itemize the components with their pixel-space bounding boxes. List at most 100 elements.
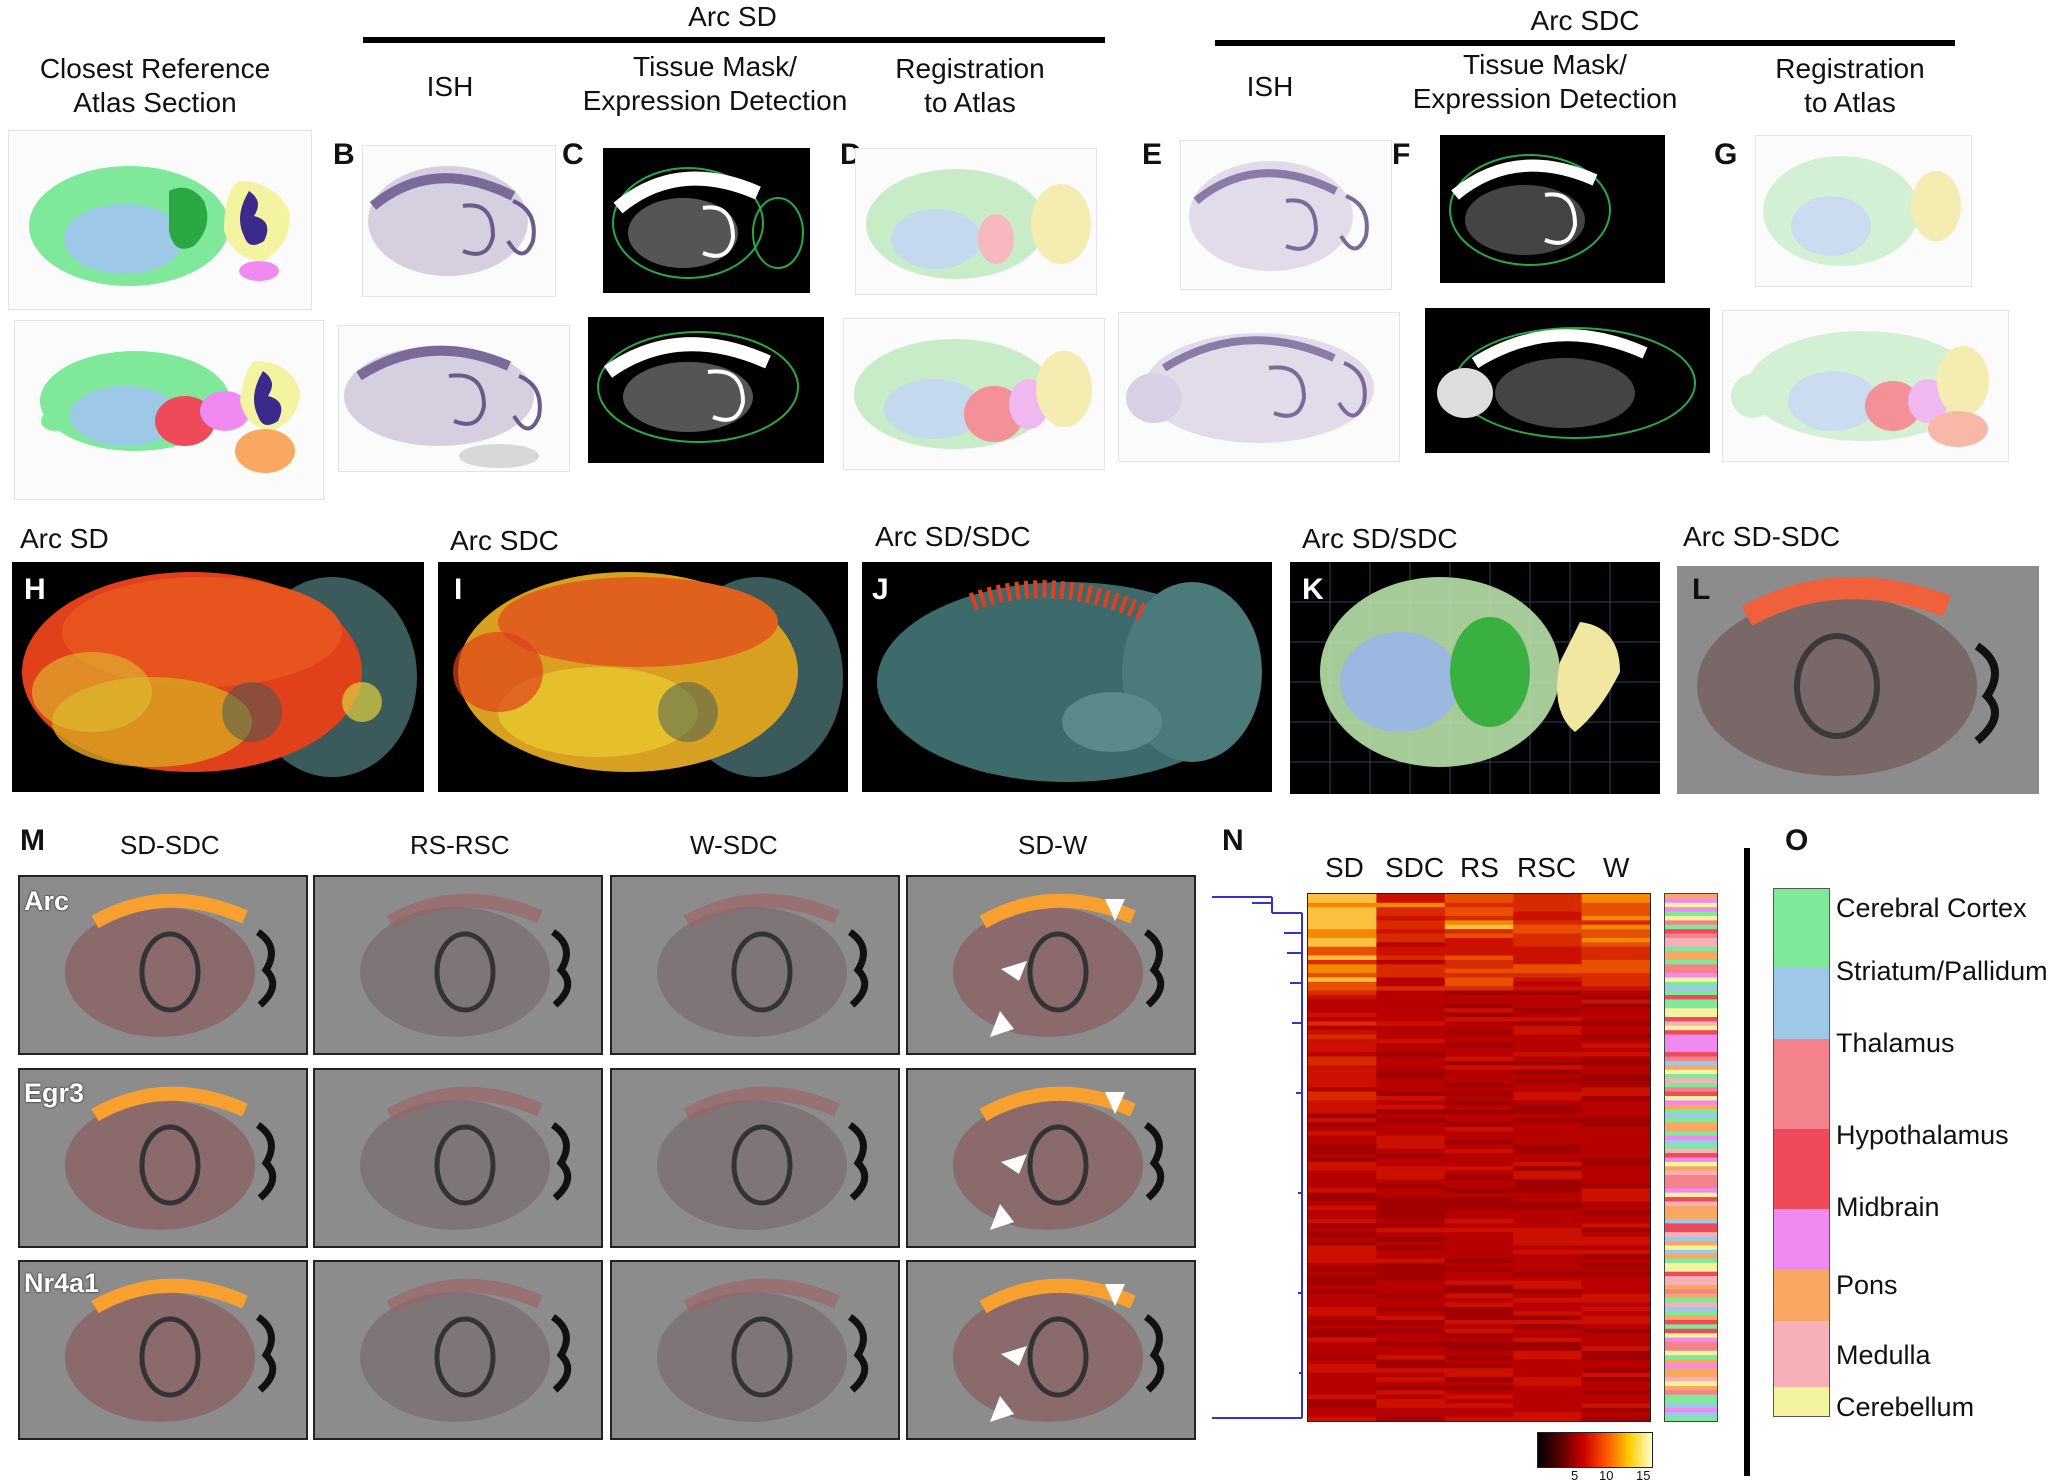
heatmap-cell	[1581, 1016, 1650, 1022]
heatmap-cell	[1513, 1280, 1583, 1286]
heatmap-cell	[1513, 1096, 1583, 1101]
m-column-sd-w: SD-W	[1018, 830, 1088, 860]
heatmap-cell	[1444, 1025, 1514, 1031]
region-strip-cell	[1665, 1205, 1717, 1211]
heatmap-cell	[1581, 1240, 1650, 1246]
heatmap-cell	[1581, 1043, 1650, 1049]
heatmap-cell	[1513, 1157, 1583, 1163]
region-strip-cell	[1665, 1267, 1717, 1273]
region-strip-cell	[1665, 1341, 1717, 1347]
heatmap-cell	[1444, 1139, 1514, 1145]
heatmap-cell	[1308, 1337, 1377, 1343]
heatmap-cell	[1376, 1385, 1446, 1391]
heatmap-cell	[1444, 1038, 1514, 1044]
region-strip-cell	[1665, 1328, 1717, 1334]
region-strip-cell	[1665, 1038, 1717, 1044]
heatmap-cell	[1376, 1003, 1446, 1009]
region-legend-label: Medulla	[1836, 1340, 1931, 1370]
region-strip-cell	[1665, 999, 1717, 1005]
panel-j-3d-brain	[862, 562, 1272, 792]
heatmap-cell	[1308, 1324, 1377, 1330]
region-strip-cell	[1665, 1025, 1717, 1031]
heatmap-cell	[1513, 933, 1583, 939]
region-strip-cell	[1665, 1148, 1717, 1154]
region-strip-cell	[1665, 1030, 1717, 1036]
heatmap-cell	[1444, 1412, 1514, 1418]
heatmap-cell	[1376, 1012, 1446, 1018]
heatmap-cell	[1376, 977, 1446, 983]
heatmap-cell	[1376, 1232, 1446, 1238]
heatmap-cell	[1376, 1205, 1446, 1211]
heatmap-cell	[1308, 1144, 1377, 1150]
heatmap-cell	[1308, 1302, 1377, 1308]
heatmap-cell	[1581, 1078, 1650, 1084]
heatmap-cell	[1444, 1289, 1514, 1295]
heatmap-cell	[1376, 1161, 1446, 1167]
region-strip-cell	[1665, 1056, 1717, 1062]
heatmap-cell	[1581, 973, 1650, 978]
heatmap-cell	[1376, 1122, 1446, 1128]
region-strip-cell	[1665, 1117, 1717, 1123]
heatmap-cell	[1444, 1394, 1514, 1400]
difference-brain-image	[657, 1086, 869, 1230]
heatmap-cell	[1444, 1227, 1514, 1233]
3d-expression-brain-image	[22, 572, 417, 777]
heatmap-cell	[1444, 1368, 1514, 1374]
heatmap-cell	[1308, 1166, 1377, 1172]
region-color-strip	[1664, 893, 1718, 1422]
heatmap-cell	[1308, 981, 1377, 987]
heatmap-cell	[1444, 1298, 1514, 1303]
heatmap-cell	[1581, 1337, 1650, 1343]
ish-sdc-bottom	[1118, 312, 1400, 462]
region-legend-label: Cerebral Cortex	[1836, 893, 2027, 923]
region-legend-swatch	[1774, 1039, 1829, 1129]
heatmap-cell	[1513, 1407, 1583, 1413]
heatmap-cell	[1376, 1271, 1446, 1277]
heatmap-cell	[1444, 1052, 1514, 1057]
heatmap-cell	[1444, 1319, 1514, 1325]
heatmap-cell	[1308, 1113, 1377, 1119]
heatmap-cell	[1444, 1407, 1514, 1413]
heatmap-cell	[1444, 1069, 1514, 1075]
difference-brain-image	[953, 893, 1165, 1037]
n-column-rsc: RSC	[1517, 852, 1577, 883]
heatmap-cell	[1376, 1412, 1446, 1418]
heatmap-cell	[1444, 1003, 1514, 1009]
heatmap-cell	[1308, 1315, 1377, 1321]
heatmap-cell	[1308, 1126, 1377, 1132]
region-strip-cell	[1665, 1372, 1717, 1378]
heatmap-cell	[1308, 1390, 1377, 1396]
heatmap-cell	[1376, 1030, 1446, 1036]
closest-reference-line1: Closest Reference	[39, 53, 271, 84]
3d-expression-brain-image	[453, 572, 843, 777]
heatmap-cell	[1581, 1359, 1650, 1365]
region-strip-cell	[1665, 977, 1717, 983]
heatmap-cell	[1376, 1223, 1446, 1229]
tissue-mask-header-sdc: Tissue Mask/ Expression Detection	[1400, 48, 1690, 116]
heatmap-cell	[1513, 1298, 1583, 1303]
heatmap-cell	[1376, 986, 1446, 992]
heatmap-cell	[1308, 973, 1377, 978]
panel-k-3d-grid-brain	[1290, 562, 1660, 794]
region-strip-cell	[1665, 1197, 1717, 1202]
region-strip-cell	[1665, 973, 1717, 978]
heatmap-cell	[1376, 1021, 1446, 1027]
region-strip-cell	[1665, 1078, 1717, 1084]
region-legend-swatch	[1774, 1269, 1829, 1321]
heatmap-cell	[1444, 1197, 1514, 1202]
heatmap-cell	[1513, 1390, 1583, 1396]
heatmap-cell	[1444, 1205, 1514, 1211]
heatmap-cell	[1308, 1254, 1377, 1260]
heatmap-cell	[1513, 977, 1583, 983]
region-strip-cell	[1665, 1135, 1717, 1141]
mask-sd-top	[603, 148, 810, 293]
panel-title-i: Arc SDC	[450, 525, 559, 556]
panel-letter-l: L	[1692, 573, 1711, 606]
heatmap-cell	[1376, 1100, 1446, 1106]
heatmap-cell	[1376, 920, 1446, 926]
heatmap-cell	[1581, 964, 1650, 970]
heatmap-cell	[1581, 1197, 1650, 1202]
heatmap-cell	[1444, 1122, 1514, 1128]
heatmap-cell	[1581, 1280, 1650, 1286]
heatmap-cell	[1376, 907, 1446, 913]
